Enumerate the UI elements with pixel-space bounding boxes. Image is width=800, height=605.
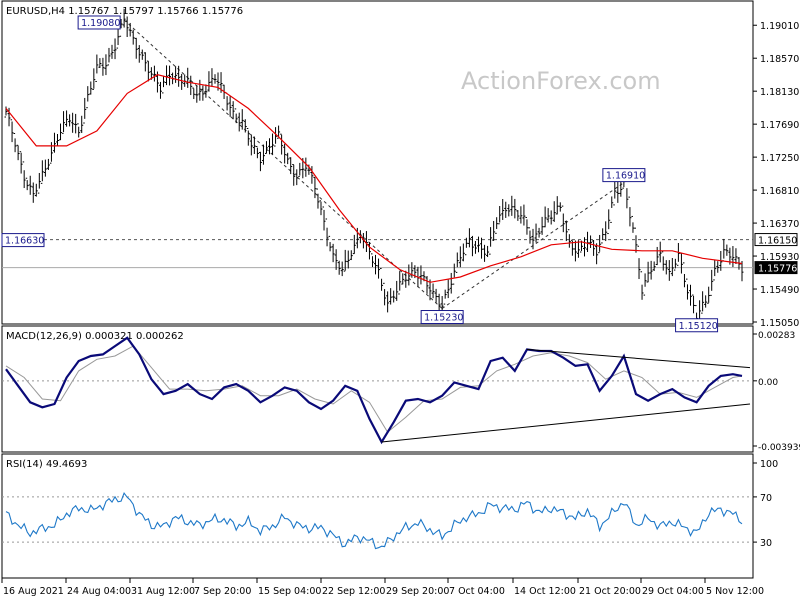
price-y-tick-label: 1.16370 <box>760 219 799 230</box>
price-reference-label: 1.16150 <box>758 236 797 247</box>
price-y-tick-label: 1.18570 <box>760 54 799 65</box>
price-annotation-box <box>602 168 646 183</box>
macd-y-tick-label: -0.003939 <box>758 443 800 453</box>
price-annotation-label: 1.16630 <box>5 236 44 247</box>
macd-panel-frame <box>1 325 754 453</box>
price-y-tick-label: 1.18130 <box>760 87 799 98</box>
x-tick-label: 14 Oct 12:00 <box>514 586 576 597</box>
x-tick-label: 7 Oct 04:00 <box>449 586 505 597</box>
rsi-y-tick-label: 30 <box>760 538 772 549</box>
price-panel-frame <box>1 0 754 325</box>
macd-panel-title: MACD(12,26,9) 0.000321 0.000262 <box>6 331 184 342</box>
rsi-panel-frame <box>1 453 754 579</box>
price-moving-average <box>5 74 743 283</box>
macd-y-tick-label: 0.00283 <box>758 331 795 341</box>
rsi-panel-title: RSI(14) 49.4693 <box>6 459 87 470</box>
macd-trendline <box>526 348 751 369</box>
x-tick-label: 7 Sep 20:00 <box>194 586 251 597</box>
price-y-tick-label: 1.15050 <box>760 318 799 329</box>
x-tick-label: 5 Nov 12:00 <box>706 586 764 597</box>
watermark: ActionForex.com <box>461 67 661 95</box>
x-tick-label: 29 Oct 04:00 <box>642 586 704 597</box>
x-tick-label: 21 Oct 20:00 <box>579 586 641 597</box>
rsi-y-tick-label: 100 <box>760 459 778 470</box>
x-tick-label: 29 Sep 20:00 <box>386 586 449 597</box>
x-tick-label: 22 Sep 12:00 <box>322 586 385 597</box>
price-annotation-box <box>420 310 464 325</box>
price-layer: 1.19010 1.18570 1.18130 1.17690 1.17250 1.168… <box>1 8 799 333</box>
macd-y-tick-label: 0.00 <box>758 378 778 388</box>
price-reference-label: 1.15776 <box>758 264 797 275</box>
rsi-layer: 100 70 30 <box>2 459 778 550</box>
price-reference-tag <box>754 233 798 247</box>
x-axis: 16 Aug 2021 24 Aug 04:00 31 Aug 12:007 Sep… <box>1 578 764 597</box>
price-y-tick-label: 1.19010 <box>760 21 799 32</box>
price-annotation-label: 1.16910 <box>606 171 645 182</box>
x-tick-label: 31 Aug 12:00 <box>131 586 195 597</box>
price-y-tick-label: 1.15930 <box>760 252 799 263</box>
price-reference-tag <box>754 261 798 275</box>
price-y-tick-label: 1.16810 <box>760 186 799 197</box>
price-annotation-label: 1.19080 <box>81 18 120 29</box>
price-annotation-label: 1.15120 <box>679 321 718 332</box>
x-tick-label: 24 Aug 04:00 <box>67 586 131 597</box>
price-y-tick-label: 1.17250 <box>760 153 799 164</box>
macd-signal-line <box>5 345 743 433</box>
price-annotation-box <box>77 15 121 30</box>
price-y-tick-label: 1.15490 <box>760 285 799 296</box>
macd-trendline <box>381 403 751 443</box>
macd-layer: 0.00283 0.00 -0.003939 <box>2 331 800 453</box>
rsi-line <box>5 491 743 550</box>
x-tick-label: 15 Sep 04:00 <box>258 586 321 597</box>
price-annotation-box <box>675 318 719 333</box>
price-annotation-box <box>1 233 45 248</box>
price-annotation-label: 1.15230 <box>424 313 463 324</box>
rsi-y-tick-label: 70 <box>760 493 772 504</box>
x-tick-label: 16 Aug 2021 <box>3 586 64 597</box>
macd-line <box>5 336 743 445</box>
price-y-tick-label: 1.17690 <box>760 120 799 131</box>
